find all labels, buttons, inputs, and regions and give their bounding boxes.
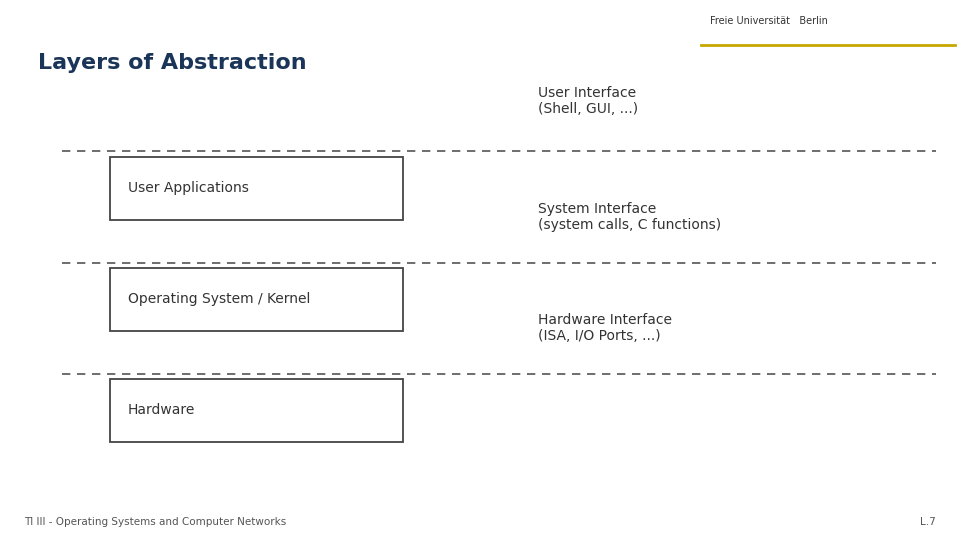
Text: TI III - Operating Systems and Computer Networks: TI III - Operating Systems and Computer … [24, 517, 286, 528]
Text: Layers of Abstraction: Layers of Abstraction [38, 53, 307, 73]
FancyBboxPatch shape [110, 379, 403, 442]
Text: Operating System / Kernel: Operating System / Kernel [128, 292, 310, 306]
Text: Hardware Interface
(ISA, I/O Ports, ...): Hardware Interface (ISA, I/O Ports, ...) [538, 313, 672, 343]
FancyBboxPatch shape [110, 268, 403, 330]
Text: L.7: L.7 [921, 517, 936, 528]
Text: System Interface
(system calls, C functions): System Interface (system calls, C functi… [538, 202, 721, 232]
Text: User Applications: User Applications [128, 181, 249, 195]
Text: User Interface
(Shell, GUI, ...): User Interface (Shell, GUI, ...) [538, 86, 637, 116]
FancyBboxPatch shape [110, 157, 403, 220]
Text: Hardware: Hardware [128, 403, 195, 417]
Text: Freie Universität   Berlin: Freie Universität Berlin [710, 16, 828, 26]
